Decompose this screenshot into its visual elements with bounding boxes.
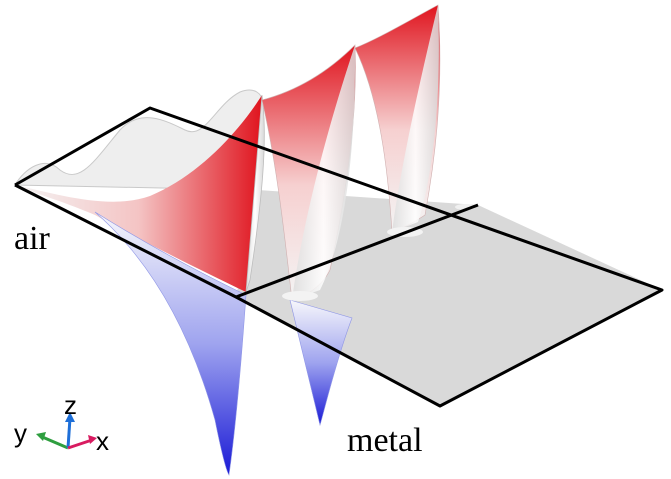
negative-lobe-2: [289, 299, 353, 427]
z-axis-label: z: [64, 390, 77, 420]
y-axis-label: y: [14, 418, 27, 448]
air-metal-interface: [235, 203, 479, 299]
z-axis-arrow: [66, 417, 72, 449]
x-axis-arrow: [67, 438, 93, 450]
front-wave-surface: [15, 95, 262, 292]
surface-ripple: [282, 291, 318, 301]
field-peak-3-fin: [392, 5, 439, 232]
coordinate-axes: [36, 412, 97, 450]
x-axis-label: x: [96, 426, 109, 456]
back-ripple-surface: [14, 89, 263, 191]
interface-outline: [14, 106, 664, 408]
field-peak-2-fin: [292, 45, 356, 300]
y-axis-arrowhead: [36, 432, 46, 441]
z-axis-arrowhead: [65, 412, 75, 422]
x-axis-arrowhead: [88, 435, 97, 444]
metal-plane: [236, 190, 662, 406]
negative-lobe-1: [94, 211, 247, 476]
air-label: air: [14, 220, 50, 257]
metal-label: metal: [347, 422, 423, 459]
y-axis-arrow: [39, 434, 69, 450]
